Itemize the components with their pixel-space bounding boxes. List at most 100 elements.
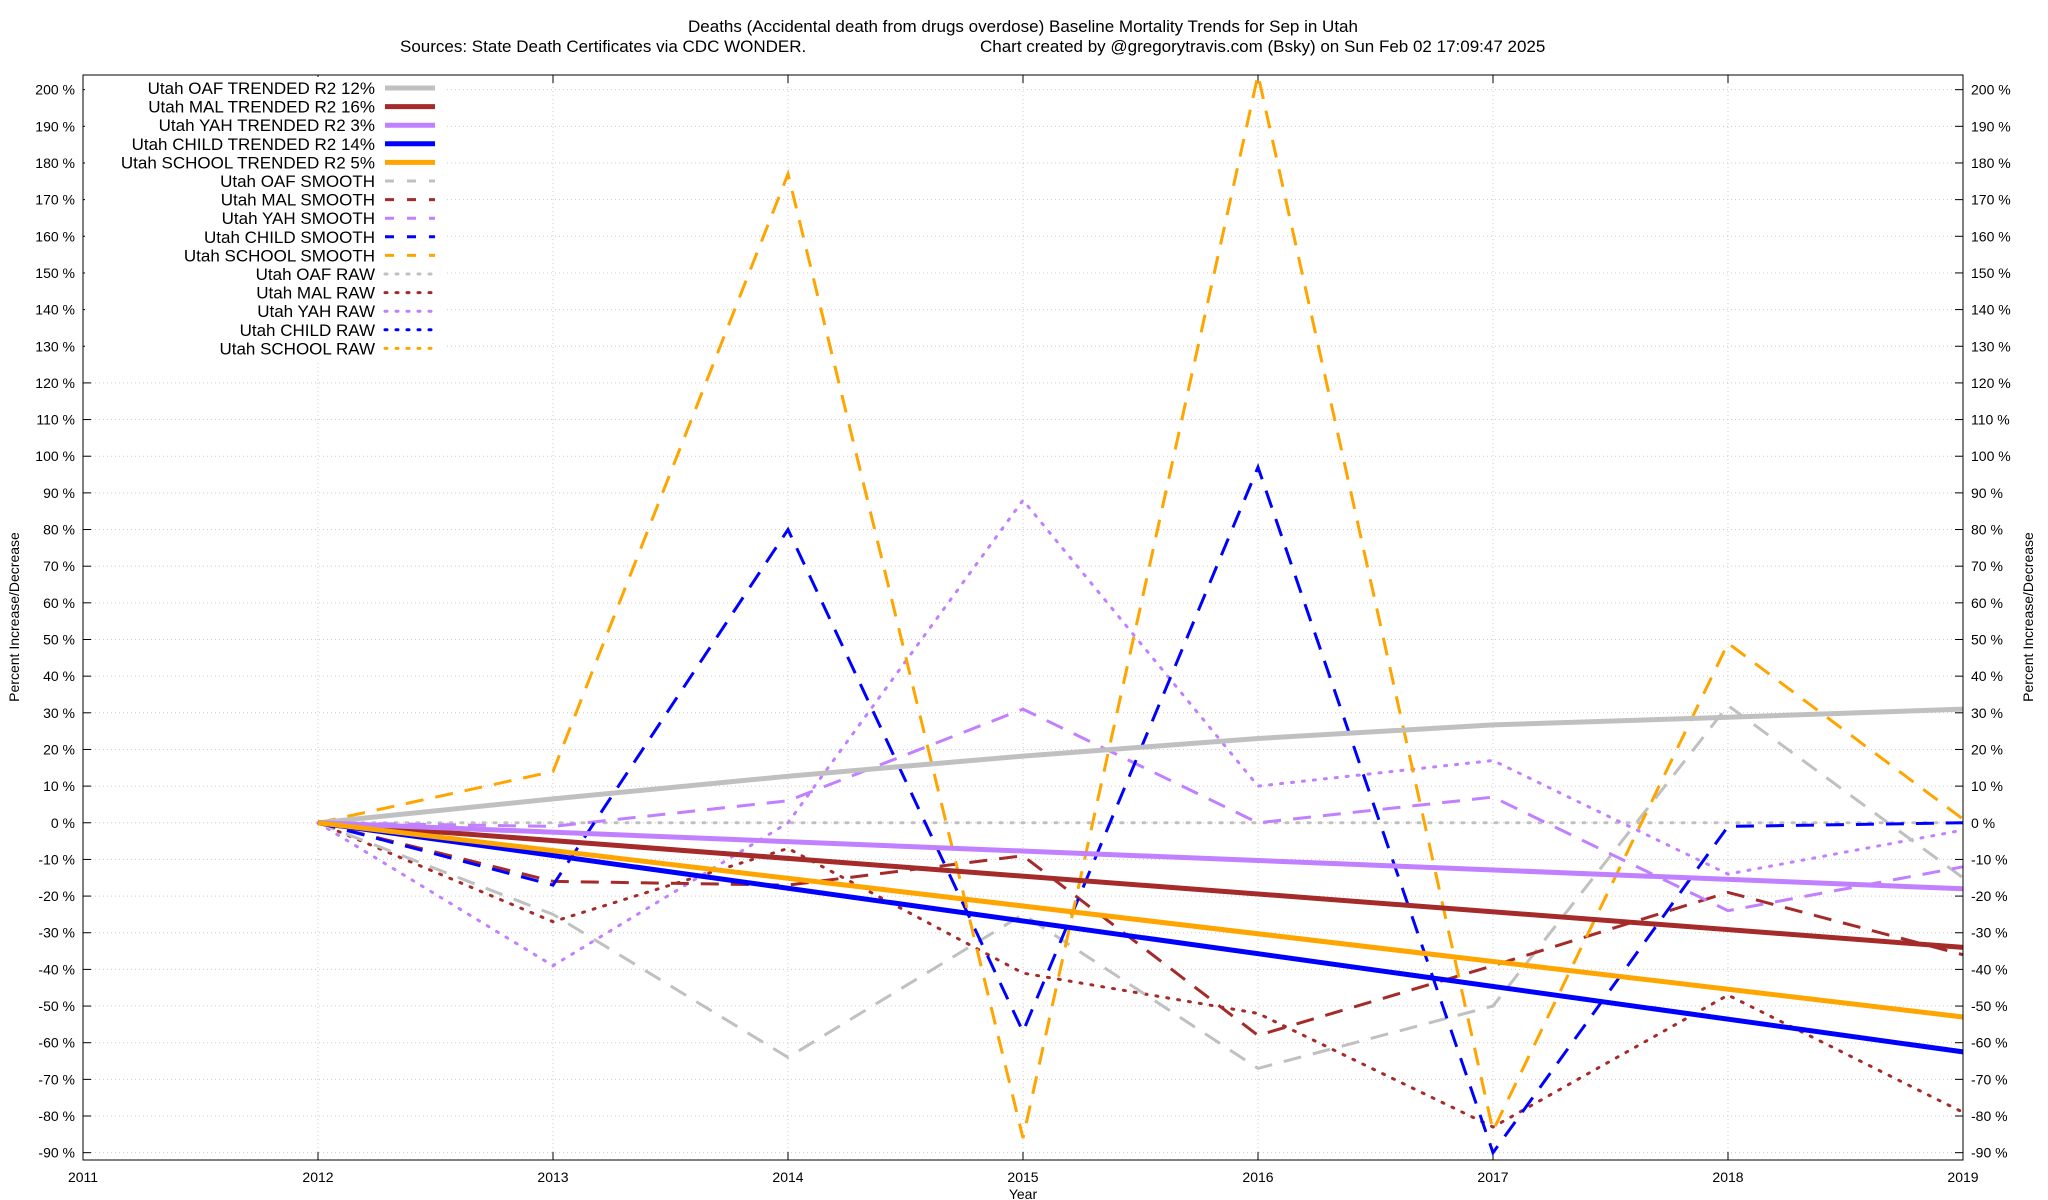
y-tick-label-left: -30 % [38, 925, 75, 941]
legend-entry-label: Utah SCHOOL TRENDED R2 5% [121, 153, 375, 172]
x-tick-label: 2018 [1712, 1169, 1743, 1185]
y-tick-label-left: 110 % [36, 412, 75, 428]
y-tick-label-right: 50 % [1971, 631, 2003, 647]
y-tick-label-right: 10 % [1971, 778, 2003, 794]
legend-entry-label: Utah YAH TRENDED R2 3% [159, 116, 375, 135]
x-tick-label: 2019 [1947, 1169, 1978, 1185]
legend-entry-label: Utah OAF SMOOTH [220, 172, 375, 191]
y-tick-label-right: 140 % [1971, 302, 2011, 318]
x-tick-label: 2014 [772, 1169, 803, 1185]
legend-entry-label: Utah SCHOOL SMOOTH [184, 246, 375, 265]
series-line-6 [317, 821, 1964, 1038]
legend-entry-label: Utah CHILD SMOOTH [204, 228, 375, 247]
legend-entry-label: Utah MAL TRENDED R2 16% [148, 98, 375, 117]
y-axis-label-right: Percent Increase/Decrease [2020, 532, 2036, 702]
series-line-3 [317, 820, 1964, 1055]
series-line-8 [317, 462, 1964, 1156]
y-tick-label-left: 80 % [43, 522, 75, 538]
y-tick-label-right: 60 % [1971, 595, 2003, 611]
y-tick-label-right: 150 % [1971, 265, 2011, 281]
x-tick-label: 2017 [1477, 1169, 1508, 1185]
y-tick-label-right: 110 % [1971, 412, 2010, 428]
y-tick-label-left: 40 % [43, 668, 75, 684]
y-tick-label-left: 100 % [35, 448, 75, 464]
y-tick-label-left: 180 % [35, 155, 75, 171]
legend-entry-label: Utah OAF TRENDED R2 12% [148, 79, 375, 98]
y-tick-label-right: 40 % [1971, 668, 2003, 684]
x-tick-label: 2012 [302, 1169, 333, 1185]
legend-entry-label: Utah MAL RAW [256, 284, 375, 303]
y-tick-label-left: -40 % [38, 961, 75, 977]
y-tick-label-right: 200 % [1971, 82, 2011, 98]
y-tick-label-left: -50 % [38, 998, 75, 1014]
y-tick-label-left: 200 % [35, 82, 75, 98]
y-tick-label-right: -30 % [1971, 925, 2008, 941]
series-line-11 [316, 821, 1965, 1129]
y-tick-label-left: -20 % [38, 888, 75, 904]
legend-entry-label: Utah MAL SMOOTH [221, 191, 375, 210]
legend-entry-label: Utah SCHOOL RAW [219, 339, 375, 358]
series-line-5 [317, 703, 1964, 1071]
y-tick-label-left: 120 % [35, 375, 75, 391]
series-line-12 [316, 497, 1965, 968]
y-tick-label-right: 100 % [1971, 448, 2011, 464]
series-line-0 [317, 706, 1964, 826]
y-tick-label-right: 180 % [1971, 155, 2011, 171]
plot-frame [82, 74, 1964, 1161]
legend-entry-label: Utah OAF RAW [256, 265, 375, 284]
y-tick-label-left: 10 % [43, 778, 75, 794]
y-tick-label-left: 50 % [43, 631, 75, 647]
legend-entry-label: Utah YAH SMOOTH [222, 209, 375, 228]
y-tick-label-right: 160 % [1971, 228, 2011, 244]
y-axis-label-left: Percent Increase/Decrease [6, 532, 22, 702]
y-tick-label-left: 140 % [35, 302, 75, 318]
y-tick-label-left: 70 % [43, 558, 75, 574]
y-tick-label-right: 170 % [1971, 192, 2011, 208]
y-tick-label-left: -80 % [38, 1108, 75, 1124]
y-tick-label-right: -10 % [1971, 851, 2008, 867]
axis-ticks: -90 % -90 % -80 % -80 % -70 % -70 % -60 % -60 %… [35, 75, 2011, 1185]
series-line-4 [317, 820, 1964, 1020]
y-tick-label-left: 190 % [35, 118, 75, 134]
y-tick-label-right: -70 % [1971, 1071, 2008, 1087]
y-tick-label-left: 30 % [43, 705, 75, 721]
y-tick-label-right: -20 % [1971, 888, 2008, 904]
y-tick-label-left: 0 % [51, 815, 75, 831]
y-tick-label-left: 60 % [43, 595, 75, 611]
legend-entry-label: Utah CHILD TRENDED R2 14% [132, 135, 375, 154]
y-tick-label-right: -50 % [1971, 998, 2008, 1014]
y-tick-label-left: 90 % [43, 485, 75, 501]
chart-source: Sources: State Death Certificates via CD… [400, 37, 806, 56]
y-tick-label-right: 70 % [1971, 558, 2003, 574]
y-tick-label-right: 130 % [1971, 338, 2011, 354]
y-tick-label-right: 190 % [1971, 118, 2011, 134]
y-tick-label-right: -80 % [1971, 1108, 2008, 1124]
y-tick-label-left: -60 % [38, 1035, 75, 1051]
x-tick-label: 2011 [68, 1169, 98, 1185]
y-tick-label-right: -60 % [1971, 1035, 2008, 1051]
chart-credit: Chart created by @gregorytravis.com (Bsk… [980, 37, 1545, 56]
legend-entry-label: Utah YAH RAW [257, 302, 375, 321]
y-tick-label-left: 160 % [35, 228, 75, 244]
y-tick-label-left: 150 % [35, 265, 75, 281]
x-axis-label: Year [1009, 1186, 1038, 1200]
y-tick-label-right: 120 % [1971, 375, 2011, 391]
y-tick-label-right: -90 % [1971, 1145, 2008, 1161]
series-lines [316, 74, 1965, 1156]
series-line-7 [317, 707, 1964, 913]
legend-entry-label: Utah CHILD RAW [240, 321, 375, 340]
y-tick-label-left: -70 % [38, 1071, 75, 1087]
x-tick-label: 2015 [1007, 1169, 1038, 1185]
x-tick-label: 2016 [1242, 1169, 1273, 1185]
chart-title: Deaths (Accidental death from drugs over… [688, 17, 1358, 36]
y-tick-label-left: 20 % [43, 741, 75, 757]
y-tick-label-right: -40 % [1971, 961, 2008, 977]
y-tick-label-right: 90 % [1971, 485, 2003, 501]
y-tick-label-right: 80 % [1971, 522, 2003, 538]
y-tick-label-left: -90 % [38, 1145, 75, 1161]
y-tick-label-right: 30 % [1971, 705, 2003, 721]
series-line-9 [317, 74, 1964, 1139]
y-tick-label-left: 170 % [35, 192, 75, 208]
